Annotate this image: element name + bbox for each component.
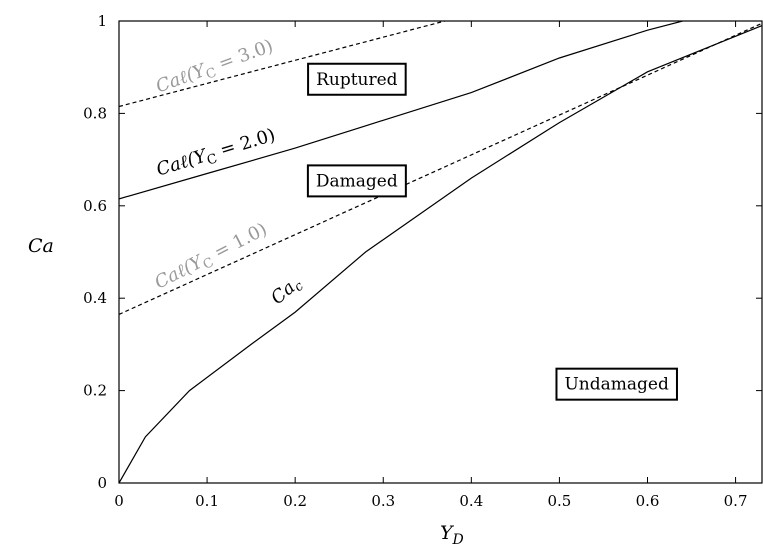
series-line-3 [119, 21, 446, 108]
y-tick-label: 0.4 [83, 289, 107, 307]
region-label-ruptured: Ruptured [307, 62, 407, 96]
region-text: Damaged [316, 171, 398, 191]
y-tick-label: 0.6 [83, 197, 107, 215]
series-label-3: Caℓ(YC = 3.0) [153, 35, 277, 100]
plot-frame [118, 20, 763, 484]
y-tick-label: 0.8 [83, 104, 107, 122]
x-tick-label: 0.1 [195, 492, 219, 510]
plot-area-border [118, 20, 763, 484]
region-text: Undamaged [564, 375, 668, 395]
region-text: Ruptured [316, 70, 398, 90]
region-label-undamaged: Undamaged [555, 367, 678, 401]
region-labels-layer: Ruptured Damaged Undamaged [306, 62, 678, 401]
series-line-2 [119, 21, 683, 200]
x-tick-label: 0.3 [371, 492, 395, 510]
y-tick-label: 1 [97, 12, 107, 30]
series-line-0 [119, 25, 762, 483]
axis-ticks: 0 0.1 0.2 0.3 0.4 0.5 0.6 0.7 0 0.2 0.4 0.6 0.8 1 [83, 12, 762, 510]
curves-layer [119, 21, 762, 483]
y-tick-label: 0 [97, 474, 107, 492]
x-tick-label: 0.7 [724, 492, 748, 510]
series-label-2: Caℓ(YC = 2.0) [154, 124, 279, 183]
region-box [555, 367, 678, 401]
x-tick-label: 0.6 [636, 492, 660, 510]
x-tick-label: 0.4 [459, 492, 483, 510]
x-axis-title: YD [440, 522, 464, 545]
y-axis-title: Ca [28, 235, 54, 257]
x-tick-label: 0.5 [547, 492, 571, 510]
x-tick-label: 0.2 [283, 492, 307, 510]
series-line-1 [119, 22, 762, 315]
region-label-damaged: Damaged [306, 164, 407, 198]
series-label-1: Caℓ(YC = 1.0) [151, 219, 272, 296]
region-box [306, 164, 407, 198]
series-label-0: Cac [267, 272, 307, 311]
region-box [307, 62, 407, 96]
y-tick-label: 0.2 [83, 382, 107, 400]
x-tick-label: 0 [114, 492, 124, 510]
